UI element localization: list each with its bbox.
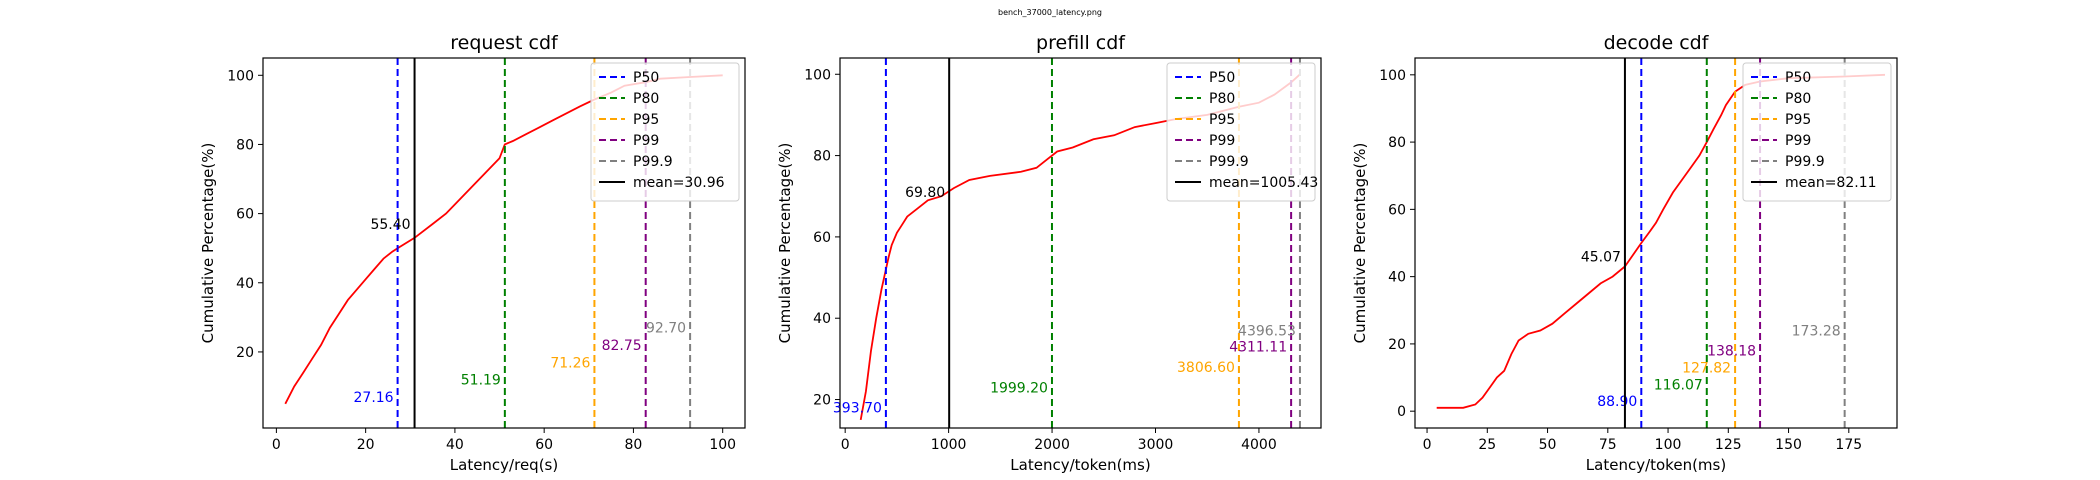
- legend-label: P99.9: [1785, 154, 1825, 170]
- y-tick-label: 40: [236, 276, 254, 292]
- legend-label: P95: [1209, 112, 1235, 128]
- percentile-value-label: 71.26: [550, 355, 590, 371]
- x-tick-label: 0: [272, 437, 281, 453]
- legend-label: P50: [633, 70, 659, 86]
- x-axis-label: Latency/req(s): [450, 456, 558, 474]
- x-tick-label: 0: [1423, 437, 1432, 453]
- percentile-value-label: 116.07: [1654, 377, 1703, 393]
- axes-frame: [839, 57, 1322, 429]
- subplot-title: request cdf: [450, 32, 559, 54]
- y-tick-label: 40: [1388, 270, 1406, 286]
- x-tick-label: 175: [1835, 437, 1862, 453]
- legend-label: P80: [1209, 91, 1235, 107]
- y-tick-label: 100: [227, 68, 254, 84]
- legend-label: P80: [633, 91, 659, 107]
- y-tick-label: 20: [236, 345, 254, 361]
- y-tick-label: 80: [813, 149, 831, 165]
- legend-label: P99.9: [1209, 154, 1249, 170]
- legend-label: mean=1005.43: [1209, 175, 1318, 191]
- percentile-value-label: 138.18: [1707, 344, 1756, 360]
- y-axis-label: Cumulative Percentage(%): [776, 143, 794, 344]
- percentile-value-label: 88.90: [1597, 394, 1637, 410]
- percentile-value-label: 82.75: [602, 338, 642, 354]
- y-tick-label: 20: [813, 393, 831, 409]
- mean-annotation: 69.80: [905, 185, 945, 201]
- legend-label: P99: [1785, 133, 1811, 149]
- legend-frame: [1166, 62, 1316, 202]
- x-tick-label: 20: [357, 437, 375, 453]
- x-tick-label: 150: [1775, 437, 1802, 453]
- y-tick-label: 100: [804, 67, 831, 83]
- subplot-2: prefill cdf Latency/token(ms) Cumulative P…: [776, 32, 1322, 474]
- legend-label: mean=30.96: [633, 175, 725, 191]
- percentile-value-label: 1999.20: [990, 380, 1048, 396]
- subplot-title: decode cdf: [1604, 32, 1710, 54]
- legend-frame: [1742, 62, 1892, 202]
- percentile-value-label: 4396.53: [1238, 323, 1296, 339]
- subplot-3: decode cdf Latency/token(ms) Cumulative Pe…: [1351, 32, 1898, 474]
- x-tick-label: 4000: [1241, 437, 1277, 453]
- x-tick-label: 100: [1655, 437, 1682, 453]
- x-tick-label: 125: [1715, 437, 1742, 453]
- subplot-title: prefill cdf: [1036, 32, 1126, 54]
- legend-label: mean=82.11: [1785, 175, 1877, 191]
- subplot-1: request cdf Latency/req(s) Cumulative Perc…: [199, 32, 746, 474]
- y-tick-label: 80: [1388, 135, 1406, 151]
- x-tick-label: 3000: [1138, 437, 1174, 453]
- percentile-value-label: 4311.11: [1229, 340, 1287, 356]
- y-axis-label: Cumulative Percentage(%): [1351, 143, 1369, 344]
- x-tick-label: 75: [1599, 437, 1617, 453]
- legend-label: P80: [1785, 91, 1811, 107]
- legend: P50 P80 P95 P99 P99.9 mean=82.11: [1742, 62, 1892, 202]
- x-tick-label: 80: [625, 437, 643, 453]
- x-axis-label: Latency/token(ms): [1586, 456, 1726, 474]
- legend-frame: [590, 62, 740, 202]
- x-tick-label: 1000: [931, 437, 967, 453]
- x-tick-label: 25: [1478, 437, 1496, 453]
- legend-label: P95: [1785, 112, 1811, 128]
- y-tick-label: 60: [1388, 202, 1406, 218]
- percentile-value-label: 51.19: [461, 373, 501, 389]
- legend-label: P50: [1209, 70, 1235, 86]
- legend: P50 P80 P95 P99 P99.9 mean=1005.43: [1166, 62, 1318, 202]
- y-tick-label: 0: [1397, 404, 1406, 420]
- x-tick-label: 0: [841, 437, 850, 453]
- legend-label: P95: [633, 112, 659, 128]
- axes-frame: [1414, 57, 1898, 429]
- cdf-line: [1436, 73, 1886, 409]
- percentile-value-label: 127.82: [1682, 360, 1731, 376]
- axes-frame: [262, 57, 746, 429]
- legend-label: P99: [633, 133, 659, 149]
- y-tick-label: 80: [236, 137, 254, 153]
- y-axis-label: Cumulative Percentage(%): [199, 143, 217, 344]
- x-tick-label: 100: [709, 437, 736, 453]
- y-tick-label: 60: [813, 230, 831, 246]
- figure-title: bench_37000_latency.png: [997, 8, 1102, 17]
- legend-label: P99.9: [633, 154, 673, 170]
- percentile-value-label: 27.16: [354, 390, 394, 406]
- y-tick-label: 60: [236, 207, 254, 223]
- legend-label: P99: [1209, 133, 1235, 149]
- x-tick-label: 60: [535, 437, 553, 453]
- mean-annotation: 55.40: [370, 217, 410, 233]
- legend: P50 P80 P95 P99 P99.9 mean=30.96: [590, 62, 740, 202]
- y-tick-label: 40: [813, 311, 831, 327]
- y-tick-label: 20: [1388, 337, 1406, 353]
- percentile-value-label: 3806.60: [1177, 360, 1235, 376]
- x-tick-label: 40: [446, 437, 464, 453]
- x-tick-label: 50: [1539, 437, 1557, 453]
- y-tick-label: 100: [1379, 68, 1406, 84]
- percentile-value-label: 173.28: [1792, 323, 1841, 339]
- percentile-value-label: 92.70: [646, 321, 686, 337]
- x-tick-label: 2000: [1034, 437, 1070, 453]
- mean-annotation: 45.07: [1581, 249, 1621, 265]
- percentile-value-label: 393.70: [833, 401, 882, 417]
- x-axis-label: Latency/token(ms): [1010, 456, 1150, 474]
- legend-label: P50: [1785, 70, 1811, 86]
